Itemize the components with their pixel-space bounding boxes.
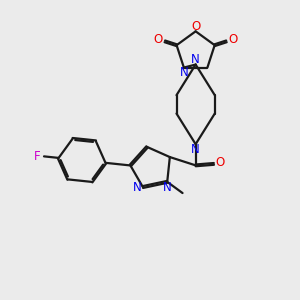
Text: O: O (216, 156, 225, 169)
Text: N: N (191, 53, 200, 66)
Text: N: N (179, 66, 188, 79)
Text: N: N (163, 181, 172, 194)
Text: O: O (154, 33, 163, 46)
Text: O: O (228, 33, 238, 46)
Text: F: F (34, 150, 41, 163)
Text: N: N (191, 143, 200, 156)
Text: O: O (191, 20, 200, 33)
Text: N: N (133, 181, 141, 194)
